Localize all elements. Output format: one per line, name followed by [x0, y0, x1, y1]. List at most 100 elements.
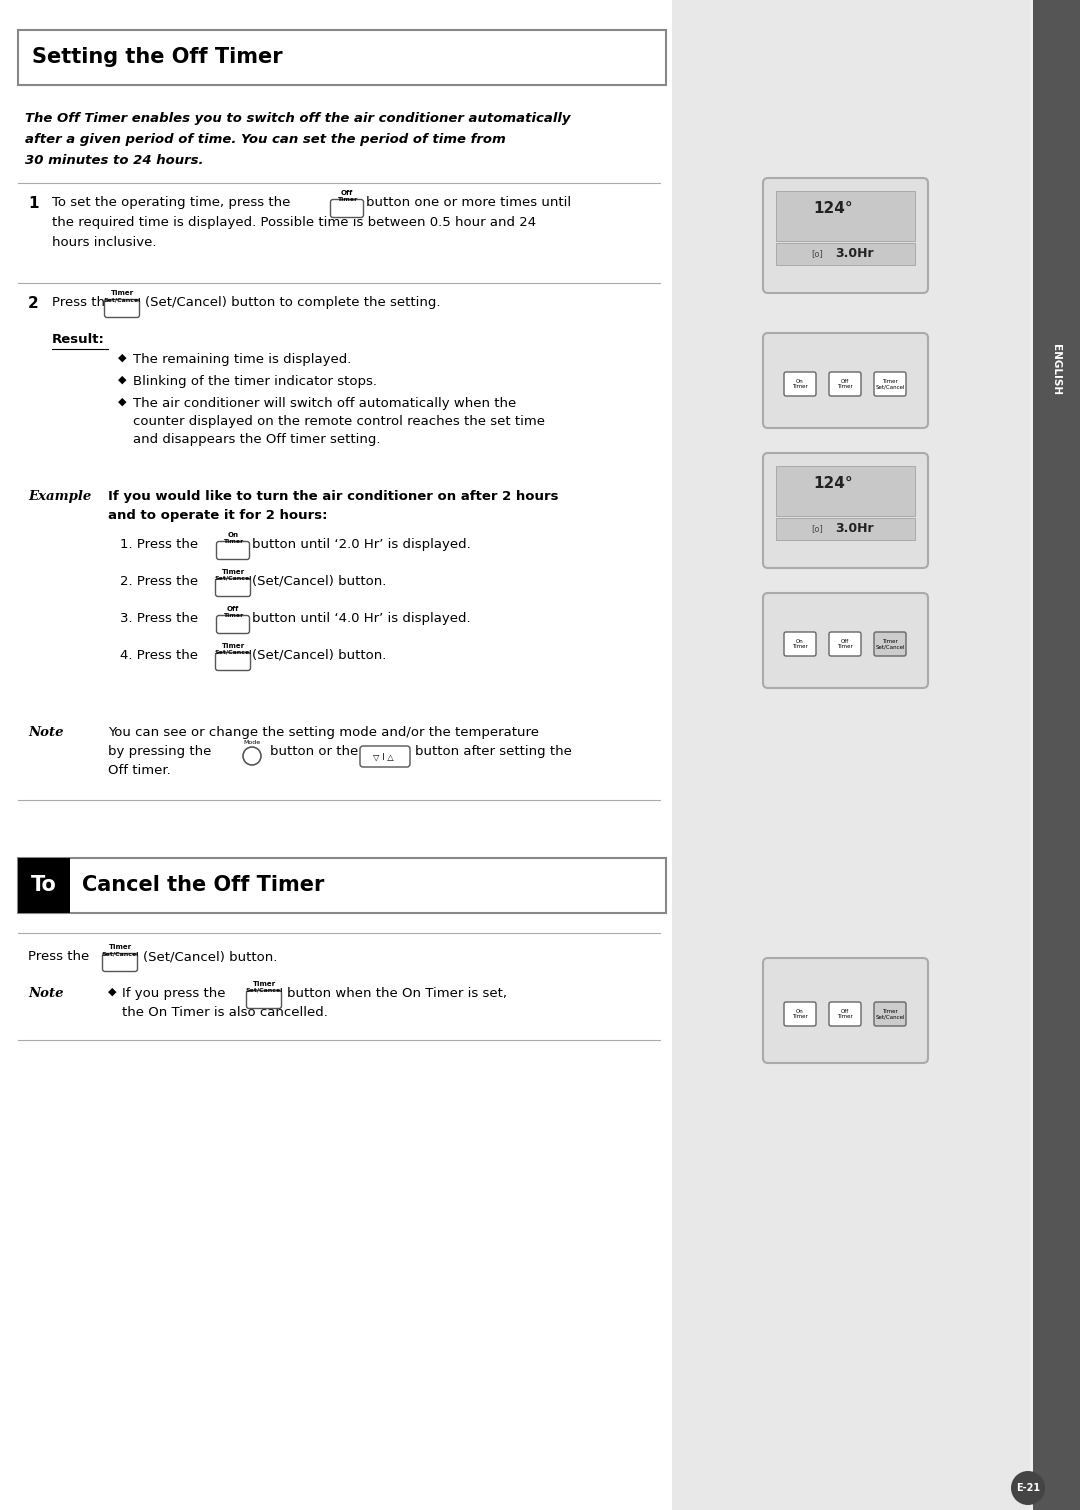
Bar: [0, 0, 672, 1510]
FancyBboxPatch shape: [784, 1003, 816, 1025]
Text: button after setting the: button after setting the: [415, 744, 572, 758]
Text: Off timer.: Off timer.: [108, 764, 171, 778]
Text: Off: Off: [341, 190, 353, 196]
Text: 2: 2: [28, 296, 39, 311]
FancyBboxPatch shape: [762, 957, 928, 1063]
Bar: [1032, 0, 1080, 1510]
Text: Timer: Timer: [253, 982, 275, 988]
Text: The remaining time is displayed.: The remaining time is displayed.: [133, 353, 351, 365]
Text: ◆: ◆: [118, 374, 126, 385]
Text: The Off Timer enables you to switch off the air conditioner automatically: The Off Timer enables you to switch off …: [25, 112, 570, 125]
Text: [o]: [o]: [811, 524, 823, 533]
FancyBboxPatch shape: [829, 633, 861, 655]
Text: 2. Press the: 2. Press the: [120, 575, 198, 587]
Text: Result:: Result:: [52, 334, 105, 346]
Text: On
Timer: On Timer: [792, 639, 808, 649]
Text: ▽ I △: ▽ I △: [373, 752, 393, 761]
FancyBboxPatch shape: [874, 633, 906, 655]
Text: 1. Press the: 1. Press the: [120, 538, 198, 551]
Text: On
Timer: On Timer: [792, 1009, 808, 1019]
Text: button when the On Timer is set,: button when the On Timer is set,: [287, 988, 507, 1000]
Bar: [18, 858, 70, 914]
Text: the On Timer is also cancelled.: the On Timer is also cancelled.: [122, 1006, 328, 1019]
Text: 124°: 124°: [813, 476, 853, 491]
Text: ◆: ◆: [108, 988, 117, 997]
Text: button until ‘2.0 Hr’ is displayed.: button until ‘2.0 Hr’ is displayed.: [252, 538, 471, 551]
Text: E-21: E-21: [1016, 1483, 1040, 1493]
Text: button one or more times until: button one or more times until: [366, 196, 571, 208]
FancyBboxPatch shape: [216, 616, 249, 634]
FancyBboxPatch shape: [784, 371, 816, 396]
Bar: [777, 243, 915, 264]
Bar: [777, 518, 915, 539]
FancyBboxPatch shape: [18, 858, 666, 914]
Text: Timer: Timer: [221, 569, 244, 575]
Text: Timer: Timer: [337, 196, 357, 202]
Text: Example: Example: [28, 491, 91, 503]
Text: On: On: [228, 532, 239, 538]
Text: Timer: Timer: [222, 613, 243, 618]
FancyBboxPatch shape: [246, 991, 282, 1009]
Text: 4. Press the: 4. Press the: [120, 649, 198, 661]
Text: To set the operating time, press the: To set the operating time, press the: [52, 196, 291, 208]
Text: Set/Cancel: Set/Cancel: [104, 297, 140, 302]
Text: (Set/Cancel) button.: (Set/Cancel) button.: [252, 575, 387, 587]
Text: ENGLISH: ENGLISH: [1051, 344, 1061, 396]
FancyBboxPatch shape: [762, 453, 928, 568]
Text: hours inclusive.: hours inclusive.: [52, 236, 157, 249]
Text: Set/Cancel: Set/Cancel: [214, 575, 252, 581]
Text: (Set/Cancel) button.: (Set/Cancel) button.: [143, 950, 278, 963]
Text: Off
Timer: Off Timer: [837, 1009, 853, 1019]
FancyBboxPatch shape: [829, 1003, 861, 1025]
Bar: [777, 467, 915, 516]
FancyBboxPatch shape: [829, 371, 861, 396]
Text: (Set/Cancel) button.: (Set/Cancel) button.: [252, 649, 387, 661]
FancyBboxPatch shape: [216, 542, 249, 560]
Text: ◆: ◆: [118, 353, 126, 362]
Text: Mode: Mode: [243, 740, 260, 744]
Text: If you press the: If you press the: [122, 988, 226, 1000]
Text: 30 minutes to 24 hours.: 30 minutes to 24 hours.: [25, 154, 203, 168]
Text: button or the: button or the: [270, 744, 359, 758]
Text: Off
Timer: Off Timer: [837, 639, 853, 649]
FancyBboxPatch shape: [762, 334, 928, 427]
Text: On
Timer: On Timer: [792, 379, 808, 390]
FancyBboxPatch shape: [330, 199, 364, 217]
FancyBboxPatch shape: [216, 652, 251, 670]
Text: Off: Off: [227, 606, 239, 612]
Text: 3.0Hr: 3.0Hr: [836, 248, 875, 260]
Text: Timer
Set/Cancel: Timer Set/Cancel: [875, 379, 905, 390]
Text: Note: Note: [28, 988, 64, 1000]
Text: The air conditioner will switch off automatically when the: The air conditioner will switch off auto…: [133, 397, 516, 411]
Text: Press the: Press the: [52, 296, 113, 310]
FancyBboxPatch shape: [216, 578, 251, 596]
Text: Blinking of the timer indicator stops.: Blinking of the timer indicator stops.: [133, 374, 377, 388]
Text: Timer
Set/Cancel: Timer Set/Cancel: [875, 639, 905, 649]
Bar: [777, 190, 915, 240]
FancyBboxPatch shape: [360, 746, 410, 767]
Text: Setting the Off Timer: Setting the Off Timer: [32, 47, 283, 66]
FancyBboxPatch shape: [874, 1003, 906, 1025]
Text: Cancel the Off Timer: Cancel the Off Timer: [82, 874, 324, 895]
Text: and to operate it for 2 hours:: and to operate it for 2 hours:: [108, 509, 327, 522]
Text: Set/Cancel: Set/Cancel: [102, 951, 138, 956]
Text: the required time is displayed. Possible time is between 0.5 hour and 24: the required time is displayed. Possible…: [52, 216, 536, 230]
Text: [o]: [o]: [811, 249, 823, 258]
Text: counter displayed on the remote control reaches the set time: counter displayed on the remote control …: [133, 415, 545, 427]
Text: after a given period of time. You can set the period of time from: after a given period of time. You can se…: [25, 133, 505, 146]
Text: Timer: Timer: [221, 643, 244, 649]
Text: 3. Press the: 3. Press the: [120, 612, 198, 625]
Text: Timer: Timer: [108, 944, 132, 950]
Text: Press the: Press the: [28, 950, 90, 963]
Bar: [672, 0, 1030, 1510]
FancyBboxPatch shape: [874, 371, 906, 396]
FancyBboxPatch shape: [18, 30, 666, 85]
Text: (Set/Cancel) button to complete the setting.: (Set/Cancel) button to complete the sett…: [145, 296, 441, 310]
FancyBboxPatch shape: [105, 299, 139, 317]
Text: Timer: Timer: [222, 539, 243, 544]
Text: button until ‘4.0 Hr’ is displayed.: button until ‘4.0 Hr’ is displayed.: [252, 612, 471, 625]
Text: 1: 1: [28, 196, 39, 211]
FancyBboxPatch shape: [762, 593, 928, 689]
Text: Timer: Timer: [110, 290, 134, 296]
Text: and disappears the Off timer setting.: and disappears the Off timer setting.: [133, 433, 380, 445]
